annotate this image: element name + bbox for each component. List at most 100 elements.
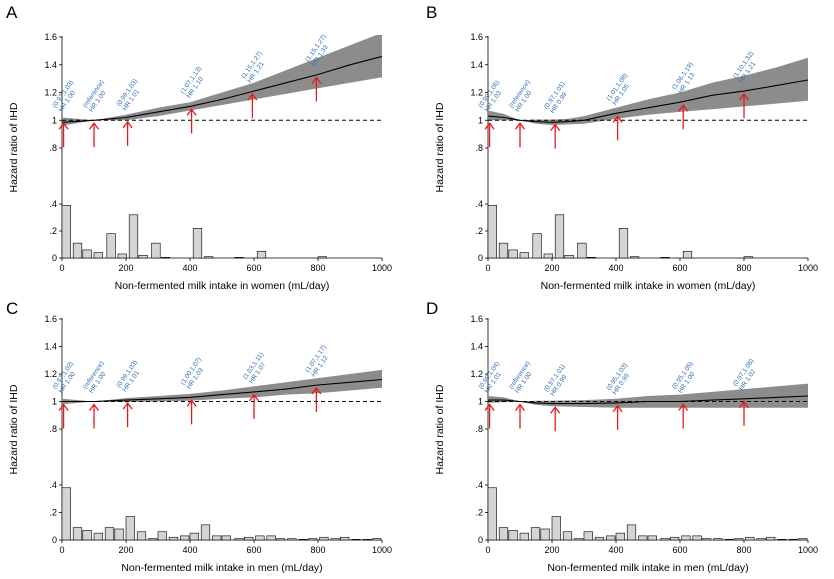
hr-annotation: HR 1.00(reference)	[508, 79, 534, 113]
panel-letter: D	[426, 299, 438, 318]
histogram-bar	[61, 487, 71, 541]
hr-annotation: HR 1.03(1.00,1.07)	[179, 356, 205, 390]
hr-arrow-head	[484, 403, 495, 411]
histogram-bar	[204, 256, 214, 259]
x-tick-label: 200	[118, 263, 133, 273]
histogram-bar	[724, 539, 734, 541]
y-tick-label: 1.4	[44, 60, 57, 70]
histogram-bar	[221, 535, 231, 541]
x-axis-title: Non-fermented milk intake in men (mL/day…	[121, 562, 322, 574]
histogram-bar	[72, 527, 83, 541]
histogram-bar	[72, 242, 83, 259]
x-tick-label: 400	[608, 545, 623, 555]
y-tick-label: 1.2	[470, 88, 483, 98]
x-tick-label: 200	[118, 545, 133, 555]
histogram-bar	[234, 257, 244, 259]
x-tick-label: 0	[485, 263, 490, 273]
histogram-bar	[128, 214, 139, 259]
histogram-bar	[244, 536, 254, 541]
y-axis-title: Hazard ratio of IHD	[434, 384, 446, 474]
hr-annotation: HR 1.01(0.99,1.03)	[115, 78, 141, 112]
y-tick-label: .8	[475, 143, 483, 153]
hr-arrow-head	[678, 104, 689, 112]
x-tick-label: 600	[246, 263, 261, 273]
histogram-bar	[82, 249, 92, 259]
histogram-bar	[136, 531, 147, 541]
hist-y-tick-label: .4	[49, 480, 57, 490]
histogram-bar	[670, 536, 680, 541]
x-tick-label: 200	[544, 263, 559, 273]
hist-y-tick-label: 0	[478, 535, 483, 545]
y-tick-label: 1.6	[470, 314, 483, 324]
x-tick-label: 600	[672, 263, 687, 273]
hr-arrow-head	[484, 122, 495, 130]
histogram-bar	[508, 249, 518, 259]
hr-annotation: HR 1.12(1.07,1.17)	[304, 344, 330, 378]
histogram-bar	[508, 530, 518, 541]
y-tick-label: 1.2	[44, 88, 57, 98]
hist-y-tick-label: .2	[49, 508, 57, 518]
x-tick-label: 600	[246, 545, 261, 555]
x-tick-label: 0	[485, 545, 490, 555]
histogram-bar	[351, 539, 361, 541]
hr-annotation: HR 1.10(1.07,1.13)	[179, 65, 205, 99]
hr-annotation: HR 1.00(0.95,1.05)	[671, 361, 697, 395]
histogram-bar	[519, 252, 529, 259]
hr-curve	[488, 79, 808, 123]
histogram-bar	[287, 538, 297, 541]
histogram-bar	[298, 539, 308, 541]
x-axis-title: Non-fermented milk intake in women (mL/d…	[115, 280, 330, 292]
hr-arrow-head	[738, 400, 750, 409]
hr-annotation: HR 1.02(0.97,1.08)	[732, 358, 758, 392]
hr-arrow-head	[738, 93, 750, 101]
hr-arrow-head	[514, 403, 526, 411]
hr-arrow-head	[122, 402, 133, 410]
y-tick-label: 1	[52, 397, 57, 407]
histogram-bar	[586, 257, 597, 259]
hr-annotation: HR 1.01(0.99,1.03)	[115, 359, 141, 393]
y-tick-label: 1.6	[470, 32, 483, 42]
x-tick-label: 400	[182, 545, 197, 555]
x-tick-label: 800	[310, 545, 325, 555]
x-tick-label: 600	[672, 545, 687, 555]
histogram-bar	[372, 538, 382, 541]
histogram-bar	[530, 527, 541, 541]
histogram-bar	[308, 538, 318, 541]
histogram-bar	[498, 527, 509, 541]
y-tick-label: 1.4	[470, 60, 483, 70]
x-tick-label: 800	[736, 263, 751, 273]
hist-y-tick-label: 0	[478, 253, 483, 263]
hr-arrow-head	[311, 76, 322, 84]
y-tick-label: .8	[49, 424, 57, 434]
hist-y-tick-label: .2	[475, 226, 483, 236]
hr-arrow-head	[311, 386, 322, 395]
y-tick-label: .8	[475, 424, 483, 434]
x-tick-label: 400	[182, 263, 197, 273]
histogram-bar	[93, 252, 103, 259]
x-tick-label: 1000	[372, 545, 392, 555]
hr-arrow-head	[58, 403, 69, 411]
histogram-bar	[638, 535, 648, 541]
histogram-bar	[82, 530, 92, 541]
histogram-bar	[519, 532, 529, 541]
histogram-bar	[615, 532, 625, 541]
y-tick-label: 1.6	[44, 32, 57, 42]
hr-arrow-head	[678, 403, 689, 411]
panel-d: D .8 1 1.2 1.4 1.6 0 .2 .4 0 200 400 600 800 1000 Non-f…	[426, 299, 818, 574]
y-tick-label: 1	[52, 115, 57, 125]
x-tick-label: 0	[59, 263, 64, 273]
ci-band	[62, 369, 382, 405]
hr-annotation: HR 0.99(0.97,1.01)	[543, 81, 569, 115]
histogram-bar	[692, 535, 702, 541]
histogram-bar	[317, 256, 327, 259]
histogram-bar	[117, 253, 127, 259]
histogram-bar	[743, 256, 753, 259]
x-tick-label: 1000	[798, 263, 818, 273]
histogram-bar	[330, 538, 340, 541]
histogram-bar	[498, 242, 509, 259]
histogram-bar	[577, 242, 587, 259]
histogram-bar	[189, 532, 199, 541]
histogram-bar	[583, 531, 593, 541]
histogram-bar	[106, 233, 116, 259]
